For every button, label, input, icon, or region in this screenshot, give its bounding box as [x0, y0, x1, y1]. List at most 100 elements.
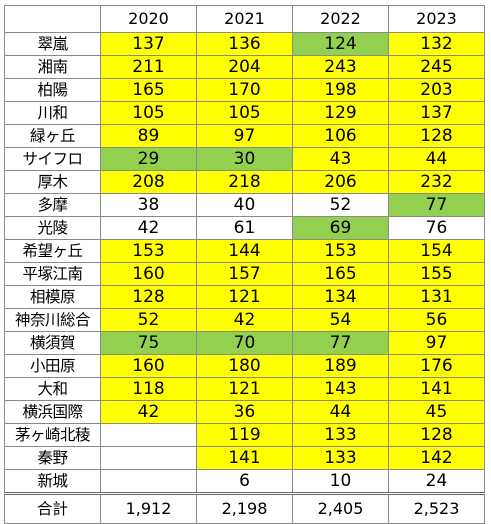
value-cell-2023: 56	[388, 308, 485, 332]
value-cell-2020	[100, 446, 197, 470]
value-cell-2022: 134	[292, 285, 389, 309]
value-cell-2022: 206	[292, 170, 389, 194]
school-name-cell: 緑ヶ丘	[4, 124, 101, 148]
value-cell-2020: 42	[100, 400, 197, 424]
value-cell-2020: 29	[100, 147, 197, 171]
school-name-cell: 大和	[4, 377, 101, 401]
total-value-2023: 2,523	[388, 492, 485, 524]
school-name-cell: 多摩	[4, 193, 101, 217]
table-row: サイフロ 29 30 43 44	[4, 147, 485, 171]
value-cell-2022: 129	[292, 101, 389, 125]
table-row: 多摩 38 40 52 77	[4, 193, 485, 217]
value-cell-2022: 69	[292, 216, 389, 240]
value-cell-2021: 121	[196, 285, 293, 309]
value-cell-2023: 141	[388, 377, 485, 401]
value-cell-2022: 153	[292, 239, 389, 263]
value-cell-2020: 105	[100, 101, 197, 125]
value-cell-2023: 77	[388, 193, 485, 217]
school-name-cell: 川和	[4, 101, 101, 125]
value-cell-2020	[100, 469, 197, 494]
year-header-2023: 2023	[388, 5, 485, 33]
school-name-cell: 厚木	[4, 170, 101, 194]
corner-cell	[4, 5, 101, 33]
table-row: 横須賀 75 70 77 97	[4, 331, 485, 355]
value-cell-2021: 70	[196, 331, 293, 355]
table-row: 緑ヶ丘 89 97 106 128	[4, 124, 485, 148]
table-row: 湘南 211 204 243 245	[4, 55, 485, 79]
school-name-cell: 秦野	[4, 446, 101, 470]
value-cell-2022: 189	[292, 354, 389, 378]
results-table: 2020 2021 2022 2023 翠嵐 137 136 124 132 湘南 211 2…	[4, 5, 485, 524]
school-name-cell: 光陵	[4, 216, 101, 240]
table-row: 相模原 128 121 134 131	[4, 285, 485, 309]
value-cell-2020: 160	[100, 262, 197, 286]
value-cell-2023: 76	[388, 216, 485, 240]
value-cell-2023: 245	[388, 55, 485, 79]
value-cell-2021: 157	[196, 262, 293, 286]
school-name-cell: 希望ヶ丘	[4, 239, 101, 263]
value-cell-2021: 170	[196, 78, 293, 102]
school-name-cell: 柏陽	[4, 78, 101, 102]
value-cell-2022: 198	[292, 78, 389, 102]
total-label: 合計	[4, 492, 101, 524]
value-cell-2020: 118	[100, 377, 197, 401]
header-row: 2020 2021 2022 2023	[4, 5, 485, 33]
value-cell-2021: 204	[196, 55, 293, 79]
school-name-cell: 翠嵐	[4, 32, 101, 56]
school-name-cell: サイフロ	[4, 147, 101, 171]
value-cell-2023: 142	[388, 446, 485, 470]
value-cell-2023: 97	[388, 331, 485, 355]
value-cell-2022: 52	[292, 193, 389, 217]
table-row: 平塚江南 160 157 165 155	[4, 262, 485, 286]
value-cell-2021: 6	[196, 469, 293, 494]
value-cell-2023: 132	[388, 32, 485, 56]
value-cell-2022: 10	[292, 469, 389, 494]
value-cell-2020: 38	[100, 193, 197, 217]
value-cell-2022: 124	[292, 32, 389, 56]
table-row: 神奈川総合 52 42 54 56	[4, 308, 485, 332]
table-row: 横浜国際 42 36 44 45	[4, 400, 485, 424]
total-value-2022: 2,405	[292, 492, 389, 524]
table-body: 2020 2021 2022 2023 翠嵐 137 136 124 132 湘南 211 2…	[4, 5, 485, 524]
school-name-cell: 小田原	[4, 354, 101, 378]
value-cell-2023: 131	[388, 285, 485, 309]
value-cell-2023: 128	[388, 423, 485, 447]
value-cell-2021: 119	[196, 423, 293, 447]
year-header-2021: 2021	[196, 5, 293, 33]
value-cell-2023: 137	[388, 101, 485, 125]
value-cell-2023: 24	[388, 469, 485, 494]
table-row: 厚木 208 218 206 232	[4, 170, 485, 194]
total-row: 合計 1,912 2,198 2,405 2,523	[4, 492, 485, 524]
value-cell-2022: 165	[292, 262, 389, 286]
value-cell-2021: 36	[196, 400, 293, 424]
value-cell-2021: 97	[196, 124, 293, 148]
table-row: 秦野 141 133 142	[4, 446, 485, 470]
value-cell-2021: 121	[196, 377, 293, 401]
table-row: 大和 118 121 143 141	[4, 377, 485, 401]
value-cell-2020: 89	[100, 124, 197, 148]
value-cell-2020: 137	[100, 32, 197, 56]
value-cell-2021: 180	[196, 354, 293, 378]
value-cell-2021: 42	[196, 308, 293, 332]
table-row: 茅ヶ崎北稜 119 133 128	[4, 423, 485, 447]
table-row: 翠嵐 137 136 124 132	[4, 32, 485, 56]
value-cell-2020: 165	[100, 78, 197, 102]
table-row: 柏陽 165 170 198 203	[4, 78, 485, 102]
value-cell-2022: 54	[292, 308, 389, 332]
value-cell-2023: 128	[388, 124, 485, 148]
school-name-cell: 新城	[4, 469, 101, 494]
value-cell-2020: 208	[100, 170, 197, 194]
value-cell-2023: 45	[388, 400, 485, 424]
table-row: 小田原 160 180 189 176	[4, 354, 485, 378]
school-name-cell: 神奈川総合	[4, 308, 101, 332]
value-cell-2021: 136	[196, 32, 293, 56]
value-cell-2023: 232	[388, 170, 485, 194]
value-cell-2023: 44	[388, 147, 485, 171]
value-cell-2021: 30	[196, 147, 293, 171]
value-cell-2020: 211	[100, 55, 197, 79]
value-cell-2023: 203	[388, 78, 485, 102]
value-cell-2022: 143	[292, 377, 389, 401]
value-cell-2021: 40	[196, 193, 293, 217]
value-cell-2023: 155	[388, 262, 485, 286]
value-cell-2021: 144	[196, 239, 293, 263]
